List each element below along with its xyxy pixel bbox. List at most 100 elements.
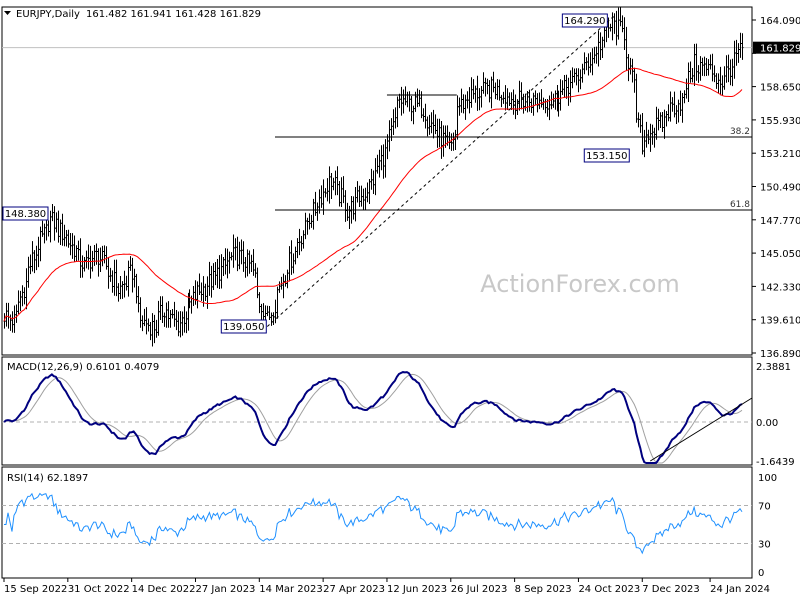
price-bar [208, 261, 211, 296]
price-bar [611, 12, 614, 41]
price-bar [661, 111, 664, 132]
price-bar [609, 23, 612, 32]
price-axis-label: 158.650 [760, 83, 800, 94]
price-bar [308, 213, 311, 230]
price-bar [691, 68, 694, 83]
price-bar [669, 91, 672, 122]
price-bar [290, 240, 293, 275]
price-bar [703, 56, 706, 77]
price-bar [436, 118, 439, 148]
price-bar [418, 89, 421, 107]
price-bar [234, 238, 237, 261]
price-axis-label: 164.090 [760, 16, 800, 27]
price-bar [87, 244, 90, 270]
price-bar [368, 178, 371, 205]
price-bar [438, 118, 441, 148]
price-bar [482, 72, 485, 94]
price-bar [701, 57, 704, 76]
price-bar [737, 43, 740, 63]
price-bar [306, 217, 309, 235]
low-label-mar-box [220, 319, 267, 334]
price-bar [183, 306, 186, 333]
price-bar [264, 305, 267, 323]
price-bar [440, 120, 443, 159]
price-bar [202, 276, 205, 307]
price-bar [378, 149, 381, 178]
date-axis-label: 8 Sep 2023 [515, 584, 572, 595]
price-axis-label: 136.890 [760, 349, 800, 360]
price-bar [416, 88, 419, 108]
price-bar [200, 282, 203, 301]
macd-line [3, 371, 743, 464]
macd-title: MACD(12,26,9) 0.6101 0.4079 [7, 362, 159, 373]
price-bar [177, 311, 180, 337]
price-bar [548, 95, 551, 121]
price-bar [554, 90, 557, 110]
price-bar [127, 260, 130, 297]
price-bar [502, 91, 505, 104]
price-bar [621, 15, 624, 33]
price-bar [153, 314, 156, 344]
watermark: ActionForex.com [480, 270, 680, 298]
price-bar [657, 108, 660, 131]
price-bar [5, 302, 8, 327]
price-bar [149, 322, 152, 341]
price-bar [659, 112, 662, 128]
rsi-axis-label: 30 [758, 540, 771, 551]
price-bar [254, 263, 257, 278]
price-bar [73, 235, 76, 262]
price-bar [115, 259, 118, 297]
price-bar [384, 139, 387, 178]
price-bar [667, 104, 670, 122]
rsi-axis-label: 0 [758, 568, 764, 579]
macd-axis-label: 0.00 [756, 418, 778, 429]
price-bar [101, 245, 104, 267]
price-bar [466, 91, 469, 109]
price-bar [707, 59, 710, 76]
price-bar [398, 93, 401, 109]
current-price-badge [753, 41, 800, 54]
price-bar [721, 75, 724, 96]
price-bar [641, 112, 644, 155]
price-bar [595, 46, 598, 64]
price-bar [151, 313, 154, 347]
rsi-axis-label: 100 [758, 473, 777, 484]
price-bar [504, 85, 507, 111]
price-bar [581, 63, 584, 83]
header-arrow-icon[interactable] [4, 11, 11, 15]
price-bar [508, 92, 511, 107]
price-bar [282, 273, 285, 299]
price-bar [278, 281, 281, 293]
price-bar [559, 79, 562, 111]
price-bar [21, 285, 24, 307]
price-bar [579, 69, 582, 90]
price-bar [143, 308, 146, 327]
low-label-dec: 153.150 [586, 151, 627, 162]
price-bar [386, 134, 389, 160]
price-bar [711, 53, 714, 82]
price-axis-label: 150.490 [760, 183, 800, 194]
price-bar [157, 300, 160, 336]
price-bar [534, 90, 537, 105]
price-bar [464, 94, 467, 120]
price-bar [226, 248, 229, 279]
price-bar [194, 280, 197, 305]
price-bar [326, 178, 329, 202]
price-bar [625, 26, 628, 71]
price-bar [354, 187, 357, 222]
date-axis-label: 15 Sep 2022 [4, 584, 67, 595]
price-bar [739, 32, 742, 58]
price-bar [51, 203, 54, 222]
price-bar [615, 10, 618, 46]
price-bar [107, 257, 110, 289]
price-bar [322, 179, 325, 215]
price-bar [125, 275, 128, 291]
price-bar [230, 252, 233, 261]
price-bar [352, 196, 355, 220]
price-bar [77, 240, 80, 261]
price-bar [292, 253, 295, 274]
price-bar [679, 90, 682, 116]
price-bar [454, 129, 457, 151]
price-bar [725, 55, 728, 83]
